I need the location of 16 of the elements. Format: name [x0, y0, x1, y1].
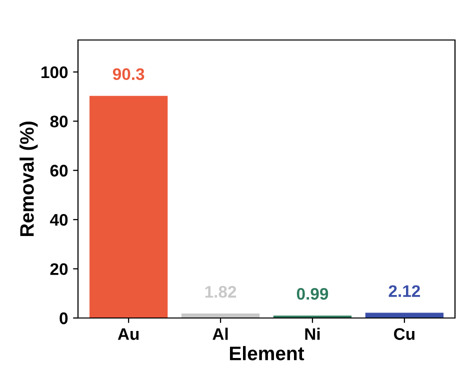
y-tick-label: 0	[60, 312, 68, 324]
y-tick-label: 20	[50, 263, 68, 275]
bar	[89, 96, 168, 318]
data-label: 2.12	[388, 285, 420, 297]
y-tick-label: 100	[42, 66, 68, 78]
x-axis-title: Element	[230, 346, 304, 360]
x-tick-label: Cu	[394, 328, 414, 340]
x-tick-label: Al	[212, 328, 228, 340]
x-tick-label: Au	[118, 328, 139, 340]
y-tick-label: 60	[50, 164, 68, 177]
y-axis-title: Removal (%)	[20, 122, 38, 236]
x-tick-label: Ni	[305, 328, 320, 340]
data-label: 90.3	[112, 68, 144, 80]
y-tick-label: 80	[50, 116, 68, 128]
y-tick-label: 40	[50, 214, 68, 226]
data-label: 0.99	[296, 288, 328, 300]
